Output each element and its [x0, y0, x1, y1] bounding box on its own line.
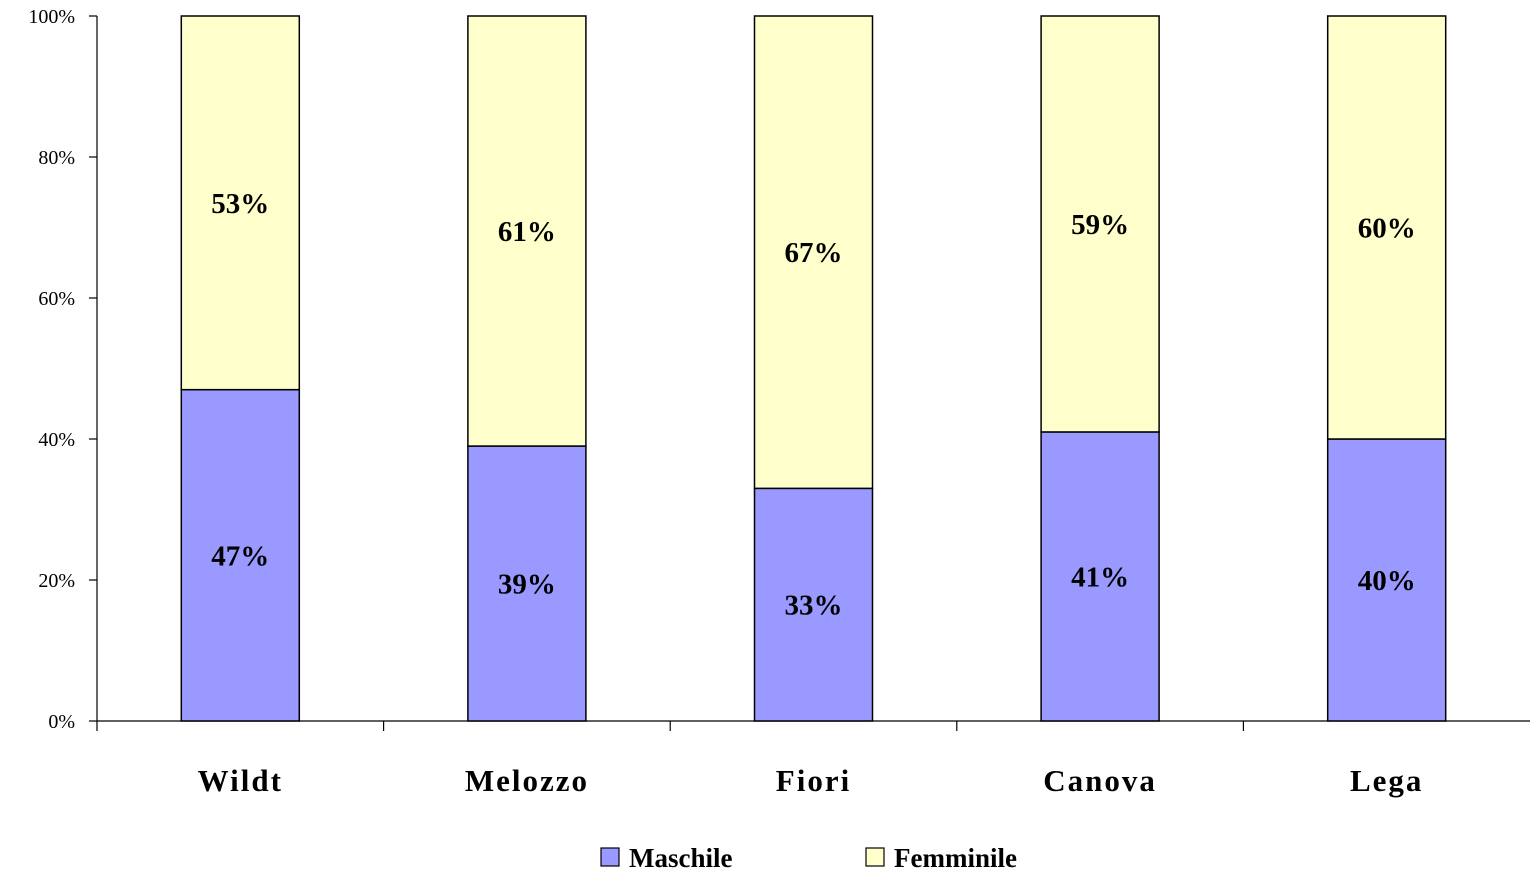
bar-segment-maschile	[753, 487, 874, 722]
bar-segment-femminile	[180, 15, 301, 391]
x-axis: Wildt Melozzo Fiori Canova Lega	[96, 720, 1530, 798]
bar-segment-maschile	[1326, 438, 1447, 722]
y-tick-label: 40%	[38, 429, 75, 451]
data-label: 59%	[1071, 209, 1129, 241]
data-label: 60%	[1358, 213, 1416, 245]
data-label: 41%	[1071, 561, 1129, 593]
legend-swatch	[865, 847, 885, 867]
data-label: 39%	[498, 569, 556, 601]
data-label: 61%	[498, 216, 556, 248]
y-tick-label: 80%	[38, 147, 75, 169]
bar-segment-maschile	[180, 388, 301, 722]
legend: Maschile Femminile	[600, 843, 1017, 871]
bar-segment-femminile	[1040, 15, 1160, 433]
data-label: 53%	[211, 188, 269, 220]
y-axis: 0% 20% 40% 60% 80% 100%	[28, 6, 98, 733]
bar-segment-maschile	[467, 445, 587, 722]
y-tick-label: 60%	[38, 288, 75, 310]
y-tick-label: 100%	[28, 6, 75, 28]
x-category-label: Wildt	[198, 763, 283, 798]
x-category-label: Fiori	[776, 763, 851, 798]
legend-swatch	[600, 847, 620, 867]
x-category-label: Melozzo	[465, 763, 589, 798]
bar-segment-femminile	[753, 15, 874, 490]
y-tick-label: 0%	[48, 711, 75, 733]
data-labels: 47% 53% 39% 61% 33% 67% 41% 59% 40% 60%	[211, 188, 1415, 622]
legend-label: Femminile	[894, 843, 1017, 871]
bars	[180, 15, 1447, 722]
data-label: 67%	[785, 237, 843, 269]
bar-segment-femminile	[467, 15, 587, 447]
bar-segment-maschile	[1040, 431, 1160, 722]
bar-segment-femminile	[1326, 15, 1447, 440]
data-label: 47%	[211, 540, 269, 572]
y-tick-label: 20%	[38, 570, 75, 592]
legend-label: Maschile	[629, 843, 732, 871]
x-category-label: Canova	[1043, 763, 1157, 798]
data-label: 33%	[785, 590, 843, 622]
data-label: 40%	[1358, 565, 1416, 597]
x-category-label: Lega	[1350, 763, 1423, 798]
